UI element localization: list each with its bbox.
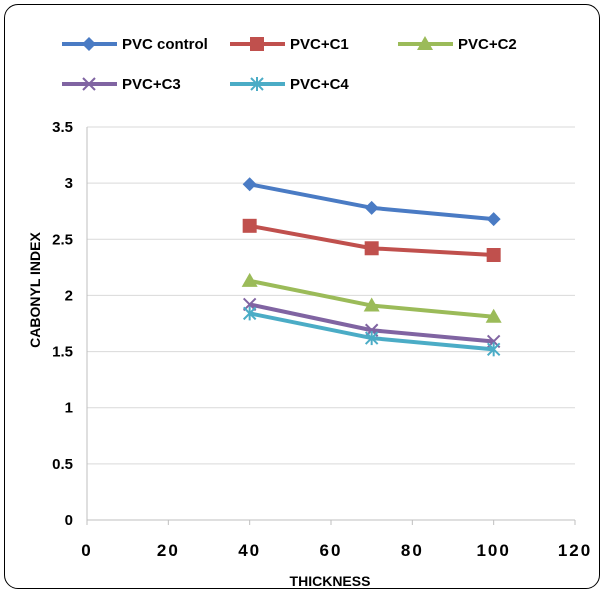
- y-axis-title: CABONYL INDEX: [27, 232, 43, 348]
- legend-label: PVC+C3: [122, 76, 181, 93]
- data-point: [486, 212, 501, 227]
- legend-label: PVC+C1: [290, 36, 349, 53]
- data-point: [364, 241, 379, 256]
- chart-frame: [4, 4, 600, 589]
- x-axis-title: THICKNESS: [290, 573, 371, 589]
- y-tick-label: 2: [65, 287, 73, 304]
- x-tick-labels: 0 20 40 60 80 100 120: [81, 541, 592, 560]
- data-point: [242, 177, 257, 192]
- legend-label: PVC+C4: [290, 76, 349, 93]
- x-tick-label: 0: [81, 541, 92, 560]
- x-tick-label: 100: [476, 541, 510, 560]
- data-point: [364, 200, 379, 215]
- y-tick-label: 1.5: [52, 344, 73, 361]
- legend: PVC control PVC+C1 PVC+C2 PVC+C3 PVC+C4: [62, 36, 517, 93]
- y-tick-label: 1: [65, 400, 73, 417]
- data-point: [242, 218, 257, 233]
- legend-marker: [417, 36, 433, 50]
- legend-item: PVC+C2: [398, 36, 517, 53]
- x-tick-label: 80: [401, 541, 424, 560]
- data-point: [485, 308, 502, 323]
- legend-label: PVC control: [122, 36, 208, 53]
- x-tick-label: 20: [157, 541, 180, 560]
- series-pvc-c1: [242, 218, 501, 263]
- series-lines: [241, 177, 502, 357]
- data-point: [486, 248, 501, 263]
- data-point: [486, 342, 501, 357]
- x-tick-label: 40: [238, 541, 261, 560]
- data-point: [364, 331, 379, 346]
- legend-item: PVC+C1: [230, 36, 349, 53]
- legend-item: PVC+C4: [230, 76, 349, 93]
- x-tick-label: 120: [558, 541, 592, 560]
- legend-marker: [250, 77, 264, 91]
- y-tick-label: 3.5: [52, 119, 73, 136]
- x-tick-label: 60: [320, 541, 343, 560]
- legend-label: PVC+C2: [458, 36, 517, 53]
- legend-marker: [82, 37, 96, 51]
- legend-item: PVC control: [62, 36, 208, 53]
- y-tick-label: 2.5: [52, 231, 73, 248]
- data-point: [242, 306, 257, 321]
- series-pvc-c2: [241, 272, 502, 323]
- y-tick-label: 3: [65, 175, 73, 192]
- series-pvc-control: [242, 177, 501, 227]
- data-point: [241, 272, 258, 287]
- marker-stroke: [82, 77, 96, 91]
- y-tick-label: 0: [65, 512, 73, 529]
- legend-item: PVC+C3: [62, 76, 181, 93]
- legend-marker: [82, 77, 96, 91]
- legend-marker: [250, 37, 264, 51]
- y-tick-label: 0.5: [52, 456, 73, 473]
- axes: [86, 127, 576, 525]
- series-pvc-c4: [242, 306, 501, 357]
- data-point: [363, 297, 380, 312]
- y-tick-labels: 0 0.5 1 1.5 2 2.5 3 3.5: [52, 119, 73, 529]
